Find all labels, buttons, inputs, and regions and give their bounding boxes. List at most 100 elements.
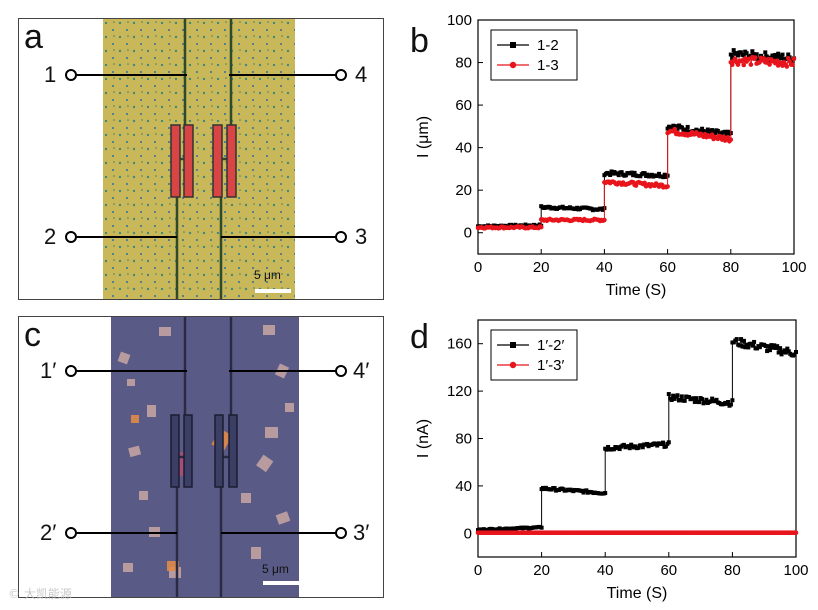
data-point (758, 55, 764, 61)
data-point (657, 530, 663, 536)
data-point (604, 447, 609, 452)
data-point (531, 225, 537, 231)
data-point (709, 530, 715, 536)
data-point (687, 395, 692, 400)
data-point (782, 348, 787, 353)
data-point (616, 445, 621, 450)
y-tick-label: 80 (455, 55, 472, 72)
data-point (497, 526, 502, 531)
watermark: © 大凯能源 (8, 587, 72, 601)
data-point (664, 174, 669, 179)
data-point (747, 54, 752, 59)
data-point (740, 530, 745, 536)
data-point (600, 530, 605, 536)
data-point (589, 206, 594, 211)
data-point (622, 182, 627, 187)
panel-a-letter-overlay: a (24, 18, 43, 56)
data-point (750, 54, 755, 60)
data-point (589, 217, 594, 223)
data-point (477, 225, 482, 230)
data-point (754, 61, 759, 66)
data-point (722, 530, 728, 536)
data-point (643, 442, 648, 447)
data-point (704, 397, 709, 402)
data-point (511, 225, 517, 231)
data-point (607, 180, 613, 186)
data-point (733, 51, 738, 56)
data-point (511, 223, 516, 228)
data-point (694, 127, 699, 132)
data-point (626, 530, 631, 536)
data-point (590, 208, 595, 213)
data-point (790, 59, 795, 64)
data-point (648, 173, 653, 178)
panel-c-letter: c (24, 316, 41, 354)
data-point (788, 351, 793, 356)
data-point (650, 183, 656, 188)
data-point (788, 62, 794, 67)
x-axis-label: Time (S) (606, 282, 667, 299)
data-point (757, 56, 762, 61)
data-point (521, 225, 527, 230)
data-point (513, 530, 518, 536)
data-point (539, 530, 544, 536)
data-point (760, 55, 765, 60)
data-point (791, 353, 796, 358)
y-tick-label: 160 (447, 336, 472, 353)
data-point (661, 440, 666, 445)
data-point (605, 170, 610, 175)
data-point (480, 527, 485, 532)
y-tick-label: 60 (455, 97, 472, 114)
data-point (597, 491, 602, 496)
data-point (535, 525, 540, 530)
data-point (744, 342, 749, 347)
data-point (569, 218, 574, 224)
data-point (689, 530, 695, 536)
data-point (739, 58, 745, 63)
data-point (592, 207, 597, 212)
data-point (777, 60, 782, 65)
data-point (613, 171, 618, 176)
data-point (601, 491, 606, 496)
data-point (630, 444, 635, 449)
data-point (618, 530, 624, 536)
data-point (770, 53, 775, 58)
data-point (675, 130, 680, 136)
data-point (705, 133, 711, 138)
data-point (502, 225, 508, 230)
data-point (751, 52, 756, 57)
data-point (762, 342, 767, 347)
data-point (509, 526, 514, 531)
data-point (507, 530, 513, 536)
data-point (631, 173, 636, 178)
data-point (746, 345, 751, 350)
data-point (658, 182, 663, 188)
data-point (715, 530, 721, 536)
data-point (554, 217, 560, 223)
data-point (606, 444, 611, 449)
data-point (769, 57, 774, 62)
data-point (484, 224, 489, 230)
data-point (538, 224, 544, 230)
data-point (506, 224, 511, 229)
data-point (592, 216, 597, 222)
data-point (630, 179, 636, 185)
data-point (718, 131, 723, 136)
data-point (590, 218, 596, 223)
data-point (747, 341, 752, 346)
data-point (515, 224, 521, 229)
data-point (523, 222, 528, 227)
data-point (728, 402, 733, 407)
data-point (534, 530, 540, 536)
data-point (718, 402, 723, 407)
data-point (763, 50, 768, 55)
data-point (563, 530, 569, 536)
data-point (756, 530, 761, 536)
data-point (715, 400, 720, 405)
label-c-3: 3′ (353, 520, 370, 545)
data-point (757, 530, 763, 536)
data-point (642, 180, 647, 186)
data-point (757, 345, 762, 350)
data-point (627, 530, 633, 536)
data-point (752, 339, 757, 344)
